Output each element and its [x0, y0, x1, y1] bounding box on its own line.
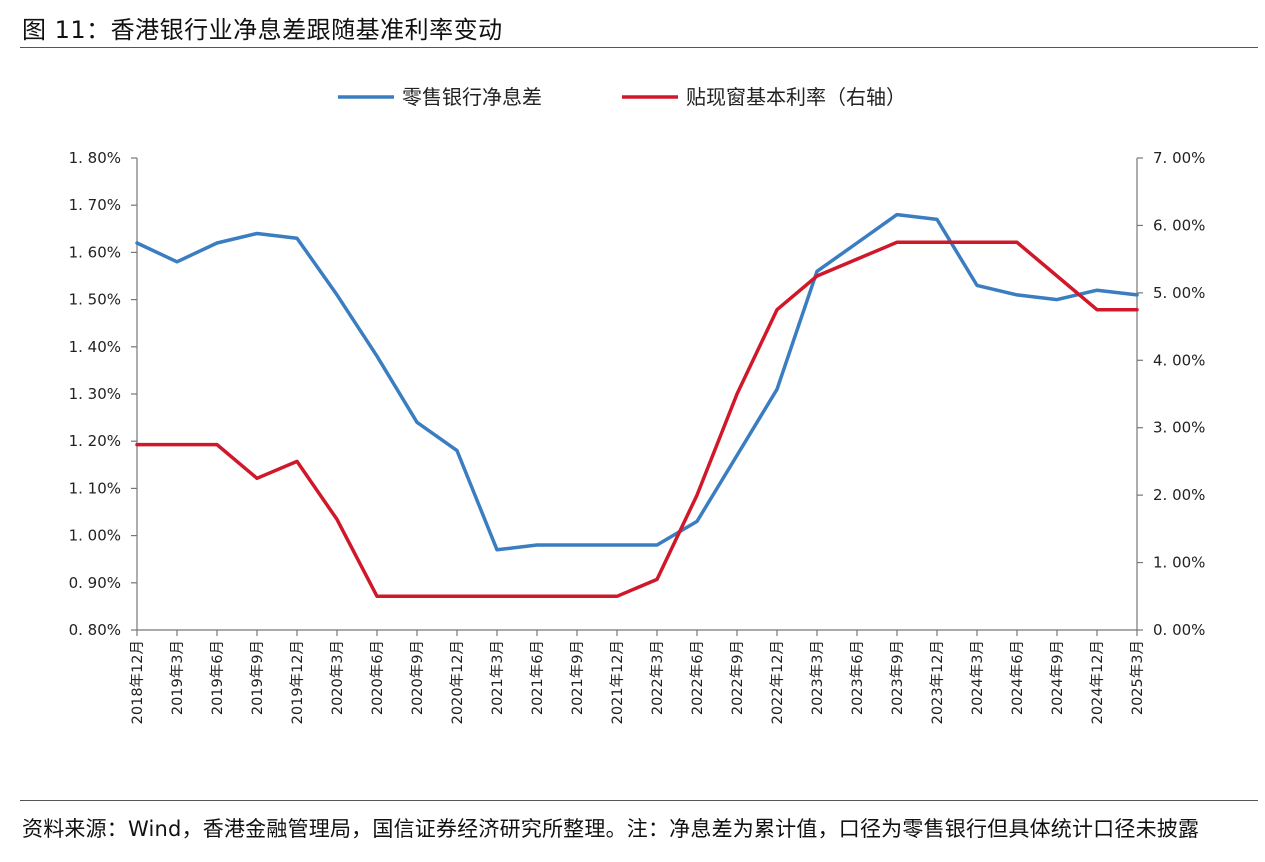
- y-left-tick-label: 1. 80%: [69, 149, 121, 167]
- x-tick-label: 2019年3月: [169, 640, 186, 715]
- line-chart: 零售银行净息差 贴现窗基本利率（右轴） 0. 80% 0. 90% 1. 00% 1. …: [69, 85, 1206, 724]
- x-tick-label: 2020年3月: [329, 640, 346, 715]
- legend-label: 零售银行净息差: [402, 85, 542, 109]
- chart-series: [135, 212, 1139, 599]
- x-tick-label: 2023年12月: [929, 640, 946, 724]
- x-tick-label: 2021年9月: [569, 640, 586, 715]
- x-tick-label: 2023年3月: [809, 640, 826, 715]
- x-tick-label: 2021年6月: [529, 640, 546, 715]
- y-left-tick-label: 1. 70%: [69, 196, 121, 214]
- y-left-tick-label: 0. 90%: [69, 574, 121, 592]
- x-tick-label: 2022年6月: [689, 640, 706, 715]
- x-tick-label: 2025年3月: [1129, 640, 1146, 715]
- y-right-tick-label: 3. 00%: [1153, 419, 1205, 437]
- y-right-tick-label: 5. 00%: [1153, 284, 1205, 302]
- x-tick-label: 2024年12月: [1089, 640, 1106, 724]
- y-right-tick-label: 2. 00%: [1153, 486, 1205, 504]
- figure-title: 图 11：香港银行业净息差跟随基准利率变动: [22, 16, 503, 44]
- y-right-tick-label: 7. 00%: [1153, 149, 1205, 167]
- legend-label: 贴现窗基本利率（右轴）: [686, 85, 906, 109]
- top-rule: [20, 47, 1258, 48]
- y-left-tick-label: 1. 50%: [69, 291, 121, 309]
- x-tick-label: 2019年12月: [289, 640, 306, 724]
- y-left-tick-label: 1. 40%: [69, 338, 121, 356]
- y-left-tick-label: 1. 60%: [69, 243, 121, 261]
- x-tick-label: 2020年6月: [369, 640, 386, 715]
- y-right-tick-label: 1. 00%: [1153, 554, 1205, 572]
- x-tick-label: 2024年6月: [1009, 640, 1026, 715]
- y-left-tick-label: 1. 30%: [69, 385, 121, 403]
- x-tick-label: 2021年3月: [489, 640, 506, 715]
- y-left-tick-label: 1. 20%: [69, 432, 121, 450]
- y-left-tick-label: 1. 00%: [69, 527, 121, 545]
- x-tick-label: 2019年6月: [209, 640, 226, 715]
- y-right-tick-label: 6. 00%: [1153, 216, 1205, 234]
- x-tick-label: 2022年9月: [729, 640, 746, 715]
- series-line-discount-window-rate: [135, 240, 1139, 599]
- x-tick-label: 2024年9月: [1049, 640, 1066, 715]
- x-tick-label: 2023年6月: [849, 640, 866, 715]
- source-note: 资料来源：Wind，香港金融管理局，国信证券经济研究所整理。注：净息差为累计值，…: [22, 817, 1200, 841]
- series-line-retail-bank-nim: [135, 212, 1139, 552]
- chart-axes: 0. 80% 0. 90% 1. 00% 1. 10% 1. 20% 1. 30% 1. 4…: [69, 149, 1206, 724]
- x-tick-label: 2021年12月: [609, 640, 626, 724]
- y-left-tick-label: 0. 80%: [69, 621, 121, 639]
- x-tick-label: 2020年12月: [449, 640, 466, 724]
- y-right-tick-label: 4. 00%: [1153, 351, 1205, 369]
- x-tick-label: 2020年9月: [409, 640, 426, 715]
- y-left-tick-label: 1. 10%: [69, 479, 121, 497]
- x-tick-label: 2023年9月: [889, 640, 906, 715]
- y-right-tick-label: 0. 00%: [1153, 621, 1205, 639]
- x-tick-label: 2022年3月: [649, 640, 666, 715]
- x-tick-label: 2018年12月: [129, 640, 146, 724]
- x-tick-label: 2019年9月: [249, 640, 266, 715]
- bottom-rule: [20, 800, 1258, 801]
- x-tick-label: 2022年12月: [769, 640, 786, 724]
- x-tick-label: 2024年3月: [969, 640, 986, 715]
- chart-legend: 零售银行净息差 贴现窗基本利率（右轴）: [338, 85, 906, 109]
